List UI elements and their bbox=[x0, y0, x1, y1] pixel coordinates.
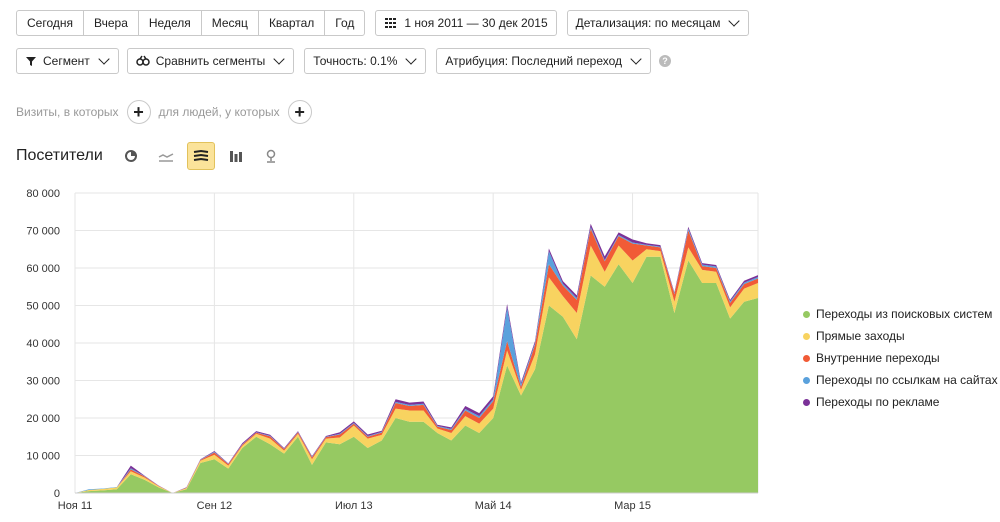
tab-yesterday[interactable]: Вчера bbox=[84, 11, 139, 35]
legend-dot bbox=[803, 332, 810, 340]
x-tick-label: Июл 13 bbox=[335, 500, 373, 512]
date-range-label: 1 ноя 2011 — 30 дек 2015 bbox=[404, 16, 548, 30]
pie-chart-icon[interactable] bbox=[117, 142, 145, 170]
chart-header: Посетители bbox=[16, 142, 285, 170]
bar-chart-icon[interactable] bbox=[222, 142, 250, 170]
legend-item-internal[interactable]: Внутренние переходы bbox=[803, 347, 998, 369]
legend-dot bbox=[803, 398, 810, 406]
legend-label: Переходы по рекламе bbox=[816, 395, 940, 409]
legend-label: Переходы из поисковых систем bbox=[816, 307, 993, 321]
compare-segments-button[interactable]: Сравнить сегменты bbox=[126, 48, 295, 74]
legend-dot bbox=[803, 354, 810, 362]
segment-button[interactable]: Сегмент bbox=[16, 48, 119, 74]
tab-quarter[interactable]: Квартал bbox=[259, 11, 326, 35]
area-internal bbox=[75, 228, 758, 493]
help-icon[interactable]: ? bbox=[659, 55, 671, 67]
area-links bbox=[75, 226, 758, 494]
y-tick-label: 10 000 bbox=[26, 451, 60, 463]
detail-dropdown[interactable]: Детализация: по месяцам bbox=[566, 10, 750, 36]
legend-item-ads[interactable]: Переходы по рекламе bbox=[803, 391, 998, 413]
legend-label: Переходы по ссылкам на сайтах bbox=[816, 373, 998, 387]
x-tick-label: Ноя 11 bbox=[58, 500, 93, 512]
attribution-dropdown[interactable]: Атрибуция: Последний переход bbox=[436, 48, 651, 74]
top-toolbar: Сегодня Вчера Неделя Месяц Квартал Год 1… bbox=[16, 10, 750, 36]
view-type-switcher bbox=[117, 142, 285, 170]
y-tick-label: 70 000 bbox=[26, 226, 60, 238]
map-icon[interactable] bbox=[257, 142, 285, 170]
area-search bbox=[75, 256, 758, 493]
y-tick-label: 50 000 bbox=[26, 301, 60, 313]
area-direct bbox=[75, 245, 758, 493]
compare-label: Сравнить сегменты bbox=[155, 54, 266, 68]
filter-icon bbox=[26, 57, 36, 66]
legend-item-search[interactable]: Переходы из поисковых систем bbox=[803, 303, 998, 325]
y-tick-label: 40 000 bbox=[26, 338, 60, 350]
segment-label: Сегмент bbox=[43, 54, 90, 68]
chevron-down-icon bbox=[273, 53, 285, 65]
accuracy-label: Точность: 0.1% bbox=[313, 54, 398, 68]
chevron-down-icon bbox=[630, 53, 642, 65]
chart-legend: Переходы из поисковых систем Прямые захо… bbox=[803, 303, 998, 413]
accuracy-dropdown[interactable]: Точность: 0.1% bbox=[304, 48, 427, 74]
segment-toolbar: Сегмент Сравнить сегменты Точность: 0.1%… bbox=[16, 48, 671, 74]
date-range-button[interactable]: 1 ноя 2011 — 30 дек 2015 bbox=[375, 10, 557, 36]
y-tick-label: 20 000 bbox=[26, 413, 60, 425]
chart-title: Посетители bbox=[16, 147, 103, 164]
tab-month[interactable]: Месяц bbox=[202, 11, 259, 35]
detail-label: Детализация: по месяцам bbox=[575, 16, 721, 30]
legend-item-direct[interactable]: Прямые заходы bbox=[803, 325, 998, 347]
y-tick-label: 30 000 bbox=[26, 376, 60, 388]
line-chart-icon[interactable] bbox=[152, 142, 180, 170]
chevron-down-icon bbox=[728, 15, 741, 27]
chevron-down-icon bbox=[405, 53, 418, 65]
chevron-down-icon bbox=[98, 53, 110, 65]
area-ads bbox=[75, 223, 758, 494]
attribution-label: Атрибуция: Последний переход bbox=[445, 54, 622, 68]
filter-row: Визиты, в которых + для людей, у которых… bbox=[16, 100, 312, 124]
people-filter-label: для людей, у которых bbox=[158, 105, 280, 119]
y-tick-label: 60 000 bbox=[26, 263, 60, 275]
x-tick-label: Май 14 bbox=[475, 500, 512, 512]
tab-today[interactable]: Сегодня bbox=[17, 11, 84, 35]
tab-year[interactable]: Год bbox=[335, 16, 355, 30]
x-tick-label: Сен 12 bbox=[197, 500, 232, 512]
legend-label: Внутренние переходы bbox=[816, 351, 940, 365]
legend-label: Прямые заходы bbox=[816, 329, 905, 343]
legend-dot bbox=[803, 310, 810, 318]
visits-filter-label: Визиты, в которых bbox=[16, 105, 119, 119]
add-visits-filter-button[interactable]: + bbox=[126, 100, 151, 124]
period-tabs: Сегодня Вчера Неделя Месяц Квартал Год bbox=[16, 10, 366, 36]
add-people-filter-button[interactable]: + bbox=[287, 100, 312, 124]
tab-week[interactable]: Неделя bbox=[139, 11, 202, 35]
legend-dot bbox=[803, 376, 810, 384]
stacked-area-icon[interactable] bbox=[186, 142, 215, 170]
compare-icon bbox=[136, 55, 150, 66]
y-tick-label: 80 000 bbox=[26, 188, 60, 200]
y-tick-label: 0 bbox=[54, 488, 60, 500]
x-tick-label: Мар 15 bbox=[614, 500, 651, 512]
calendar-icon bbox=[385, 18, 397, 28]
legend-item-links[interactable]: Переходы по ссылкам на сайтах bbox=[803, 369, 998, 391]
